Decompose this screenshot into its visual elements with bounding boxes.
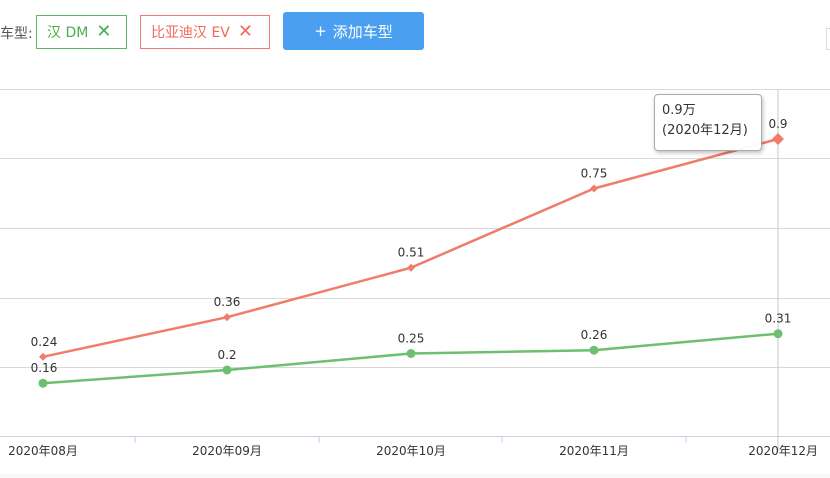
filter-label: 车型: [0,26,33,42]
data-label: 0.25 [398,332,425,346]
add-model-label: 添加车型 [332,22,393,41]
data-point [38,378,48,388]
data-point [590,184,598,193]
remove-icon[interactable]: ✕ [96,21,112,42]
x-tick-label: 2020年12月 [748,444,818,458]
data-point [406,349,416,358]
model-tag-label: 比亚迪汉 EV [151,25,230,41]
x-tick-label: 2020年11月 [559,444,629,458]
scroll-edge [826,28,830,50]
data-label: 0.36 [214,295,241,309]
data-label: 0.26 [581,328,608,342]
model-tag-han-ev[interactable]: 比亚迪汉 EV ✕ [140,15,270,49]
chart-tooltip: 0.9万 (2020年12月) [654,94,762,151]
tooltip-value: 0.9万 [662,103,696,118]
x-tick-label: 2020年08月 [8,444,78,458]
data-point [589,345,599,355]
data-label: 0.51 [398,246,425,260]
data-label: 0.16 [31,361,58,375]
add-model-button[interactable]: + 添加车型 [283,12,424,50]
remove-icon[interactable]: ✕ [237,21,253,42]
model-tag-han-dm[interactable]: 汉 DM ✕ [36,15,127,49]
data-point [223,313,231,322]
data-label: 0.31 [765,312,792,326]
data-label: 0.2 [217,348,236,362]
data-label: 0.9 [768,117,787,131]
line-chart: 2020年08月 2020年09月 2020年10月 2020年11月 2020年12月… [0,89,830,458]
data-label: 0.75 [581,167,608,181]
toolbar: 车型: 汉 DM ✕ 比亚迪汉 EV ✕ + 添加车型 [0,0,830,76]
data-label: 0.24 [31,335,58,349]
data-point [39,352,47,361]
plus-icon: + [314,22,327,40]
model-tag-label: 汉 DM [47,25,89,41]
data-point [407,263,415,272]
data-point [773,329,783,339]
data-point [222,365,232,375]
x-tick-label: 2020年09月 [192,444,262,458]
x-tick-label: 2020年10月 [376,444,446,458]
data-point [772,133,784,145]
tooltip-period: (2020年12月) [662,123,748,138]
